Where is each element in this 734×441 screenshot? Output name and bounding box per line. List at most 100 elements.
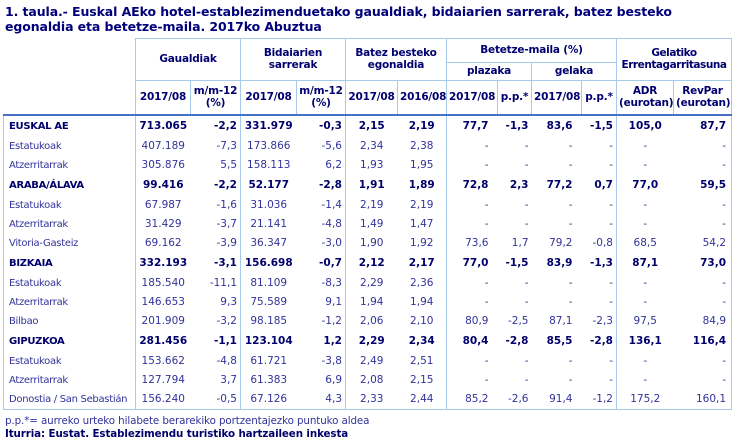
value-cell: -1,6	[190, 195, 241, 215]
value-cell: -7,3	[190, 136, 241, 156]
value-cell: 160,1	[673, 389, 733, 410]
value-cell: 2,36	[397, 273, 447, 293]
value-cell: -3,8	[296, 351, 346, 371]
value-cell: 80,4	[462, 335, 489, 347]
value-cell: 105,0	[628, 120, 662, 132]
value-cell: -	[524, 140, 529, 152]
value-cell: 4,3	[296, 389, 346, 410]
value-cell: 87,7	[673, 114, 733, 137]
value-cell: 36.347	[250, 237, 288, 249]
value-cell: 80,9	[465, 315, 489, 327]
value-cell: 305.876	[141, 159, 185, 171]
value-cell: -	[484, 140, 489, 152]
value-cell: 2,15	[358, 120, 385, 132]
value-cell: -	[643, 374, 648, 386]
value-cell: 0,7	[581, 174, 617, 196]
value-cell: 123.104	[244, 335, 293, 347]
value-cell: 6,9	[296, 370, 346, 390]
value-cell: -	[524, 355, 529, 367]
row-label: Atzerritarrak	[3, 370, 136, 390]
value-cell: 87,1	[632, 257, 659, 269]
row-label: Atzerritarrak	[3, 155, 136, 175]
value-cell: -1,2	[581, 389, 617, 410]
value-cell: 9,1	[296, 292, 346, 312]
value-cell: 68,5	[633, 237, 657, 249]
value-cell: -	[643, 296, 648, 308]
value-cell: 67.126	[240, 389, 297, 410]
table-row: Atzerritarrak 146.653 9,3 75.589 9,1 1,94 1,94…	[3, 292, 733, 312]
value-cell: 31.036	[250, 199, 288, 211]
value-cell: -	[643, 277, 648, 289]
value-cell: -	[524, 159, 529, 171]
value-cell: 1,94	[397, 292, 447, 312]
row-label: BIZKAIA	[3, 252, 136, 274]
row-label: Atzerritarrak	[3, 292, 136, 312]
value-cell: -5,6	[296, 136, 346, 156]
value-cell: 97,5	[633, 315, 657, 327]
value-cell: 2,12	[358, 257, 385, 269]
row-label: ARABA/ÁLAVA	[3, 174, 136, 196]
value-cell: 281.456	[139, 335, 188, 347]
value-cell: -	[568, 277, 573, 289]
value-cell: 77,0	[632, 179, 659, 191]
col-plazaka-pp: p.p.*	[497, 79, 532, 116]
colgroup-gelatiko-errentagarritasuna: Gelatiko Errentagarritasuna	[615, 37, 733, 81]
value-cell: -2,6	[497, 389, 532, 410]
value-cell: 31.429	[144, 218, 182, 230]
table-row: Estatukoak 407.189 -7,3 173.866 -5,6 2,34 2,38…	[3, 136, 733, 156]
col-adr: ADR (eurotan)	[616, 79, 674, 116]
col-plazaka-2017: 2017/08	[446, 79, 498, 116]
value-cell: 2,10	[397, 311, 447, 331]
value-cell: 1,93	[360, 159, 384, 171]
value-cell: 1,95	[397, 155, 447, 175]
statistical-table-page: 1. taula.- Euskal AEko hotel-establezime…	[0, 4, 734, 440]
value-cell: -2,2	[190, 174, 241, 196]
row-label: Donostia / San Sebastián	[3, 389, 136, 410]
table-row: Vitoria-Gasteiz 69.162 -3,9 36.347 -3,0 1,90 1…	[3, 233, 733, 253]
value-cell: 77,0	[462, 257, 489, 269]
value-cell: -	[484, 355, 489, 367]
row-label: Bilbao	[3, 311, 136, 331]
value-cell: 2,34	[397, 330, 447, 352]
value-cell: -4,8	[190, 351, 241, 371]
value-cell: -	[484, 277, 489, 289]
value-cell: 54,2	[673, 233, 733, 253]
value-cell: 2,51	[397, 351, 447, 371]
value-cell: -	[524, 296, 529, 308]
value-cell: 1,2	[296, 330, 346, 352]
col-sarrerak-2017: 2017/08	[240, 79, 297, 116]
value-cell: 1,92	[397, 233, 447, 253]
value-cell: 99.416	[142, 179, 184, 191]
value-cell: -	[568, 140, 573, 152]
value-cell: -	[673, 136, 733, 156]
value-cell: 153.662	[141, 355, 185, 367]
value-cell: -	[643, 218, 648, 230]
subgroup-gelaka: gelaka	[531, 61, 617, 81]
value-cell: -2,8	[581, 330, 617, 352]
value-cell: -	[581, 273, 617, 293]
value-cell: 85,2	[446, 389, 498, 410]
value-cell: 73,6	[465, 237, 489, 249]
value-cell: -	[568, 218, 573, 230]
value-cell: 81.109	[250, 277, 288, 289]
value-cell: -2,8	[296, 174, 346, 196]
table-row: Atzerritarrak 31.429 -3,7 21.141 -4,8 1,49 1,4…	[3, 214, 733, 234]
row-label: Vitoria-Gasteiz	[3, 233, 136, 253]
col-gaualdiak-var: m/m-12 (%)	[190, 79, 241, 116]
value-cell: 156.698	[244, 257, 293, 269]
value-cell: 72,8	[462, 179, 489, 191]
value-cell: 201.909	[141, 315, 185, 327]
value-cell: 9,3	[190, 292, 241, 312]
value-cell: 331.979	[244, 120, 293, 132]
value-cell: 2,29	[358, 335, 385, 347]
value-cell: 83,9	[546, 257, 573, 269]
value-cell: -11,1	[190, 273, 241, 293]
value-cell: 61.383	[250, 374, 288, 386]
value-cell: 173.866	[247, 140, 291, 152]
value-cell: 52.177	[248, 179, 290, 191]
table-row: GIPUZKOA 281.456 -1,1 123.104 1,2 2,29 2,34 80,…	[3, 330, 733, 352]
col-gaualdiak-2017: 2017/08	[135, 79, 191, 116]
table-row: ARABA/ÁLAVA 99.416 -2,2 52.177 -2,8 1,91 1,89 7…	[3, 174, 733, 196]
footnote-pp: p.p.*= aurreko urteko hilabete berarekik…	[5, 414, 370, 427]
value-cell: 85,5	[546, 335, 573, 347]
